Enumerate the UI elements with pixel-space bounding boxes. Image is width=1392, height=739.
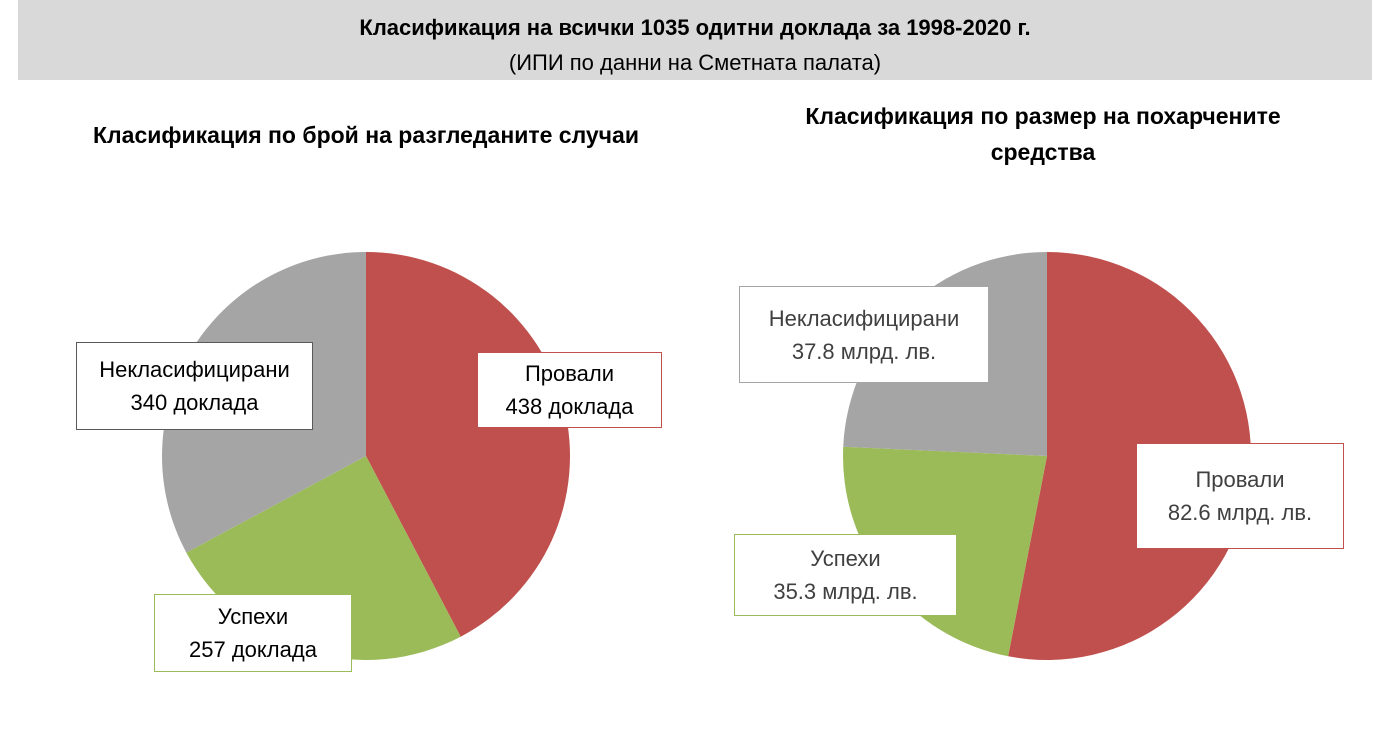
figure-title: Класификация на всички 1035 одитни докла…	[359, 15, 1031, 40]
chart-title-count: Класификация по брой на разгледаните слу…	[93, 122, 639, 148]
data-label-category: Провали	[524, 361, 615, 386]
chart-title-amount: Класификация по размер на похарчените ср…	[805, 103, 1281, 165]
data-label-category: Некласифицирани	[768, 305, 960, 331]
data-label-value: 82.6 млрд. лв.	[1167, 500, 1313, 525]
data-label-successes-count: Успехи 257 доклада	[154, 594, 352, 672]
data-label-value: 340 доклада	[130, 390, 259, 415]
data-label-category: Успехи	[810, 546, 881, 571]
data-label-unclassified-amount: Некласифицирани 37.8 млрд. лв.	[739, 286, 989, 383]
data-label-failures-count: Провали 438 доклада	[477, 352, 662, 428]
figure-subtitle: (ИПИ по данни на Сметната палата)	[508, 50, 882, 75]
data-label-value: 35.3 млрд. лв.	[773, 579, 918, 604]
data-label-unclassified-count: Некласифицирани 340 доклада	[76, 342, 313, 430]
data-label-value: 257 доклада	[189, 637, 317, 662]
data-label-value: 37.8 млрд. лв.	[791, 338, 937, 364]
data-label-category: Провали	[1195, 467, 1285, 492]
data-label-value: 438 доклада	[505, 394, 634, 419]
figure-header: Класификация на всички 1035 одитни докла…	[18, 0, 1372, 80]
data-label-failures-amount: Провали 82.6 млрд. лв.	[1136, 443, 1344, 549]
data-label-category: Успехи	[217, 604, 289, 629]
data-label-successes-amount: Успехи 35.3 млрд. лв.	[734, 534, 957, 616]
data-label-category: Некласифицирани	[99, 357, 290, 382]
pie-slice-failures	[366, 252, 571, 637]
pie-slice-failures	[1008, 252, 1252, 660]
